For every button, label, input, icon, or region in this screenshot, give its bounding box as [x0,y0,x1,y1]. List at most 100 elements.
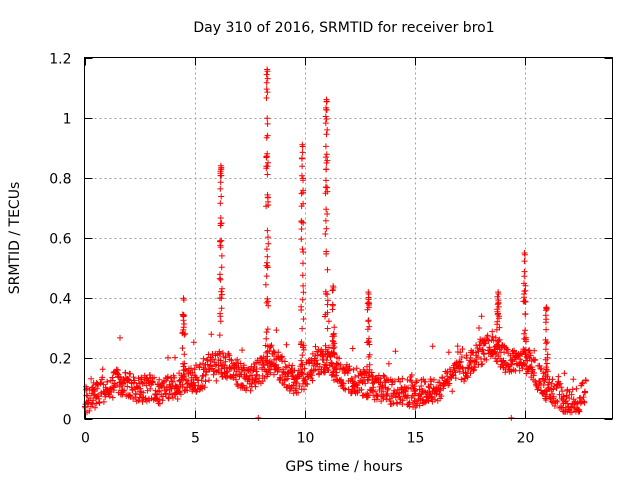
data-point [558,384,565,391]
data-point [328,350,335,357]
data-point [156,400,163,407]
data-point [190,379,197,386]
data-point [542,356,549,363]
data-point [446,380,453,387]
data-point [263,359,270,366]
data-point [324,126,331,133]
data-point [507,361,514,368]
data-point [350,366,357,373]
data-point [259,378,266,385]
data-point [169,394,176,401]
data-point [422,378,429,385]
data-point [169,378,176,385]
data-point [328,360,335,367]
data-point [309,377,316,384]
data-point [496,346,503,353]
data-point [248,380,255,387]
data-point [548,398,555,405]
data-point [180,312,187,319]
data-point [179,345,186,352]
data-point [495,342,502,349]
data-point [380,388,387,395]
data-point [217,276,224,283]
data-point [494,321,501,328]
data-point [334,360,341,367]
data-point [329,302,336,309]
data-point [563,393,570,400]
data-point [281,358,288,365]
data-point [202,378,209,385]
data-point [151,374,158,381]
data-point [445,349,452,356]
data-point [263,153,270,160]
data-point [217,215,224,221]
data-point [130,380,137,387]
data-point [332,372,339,379]
data-point [494,293,501,300]
data-point [264,75,271,82]
data-point [345,386,352,393]
data-point [323,131,330,138]
data-point [568,391,575,398]
data-point [496,324,503,331]
data-point [201,384,208,391]
data-point [299,246,306,253]
data-point [100,398,107,405]
data-point [492,334,499,341]
data-point [263,246,270,253]
data-point [122,369,129,376]
data-point [560,393,567,400]
data-point [544,339,551,345]
data-point [324,188,331,195]
data-point [135,397,142,404]
data-point [521,251,528,258]
data-point [263,273,270,280]
data-point [253,366,260,372]
data-point [366,366,373,373]
data-point [263,329,270,336]
data-point [273,327,280,334]
data-point [181,331,188,338]
data-point [405,384,412,391]
data-point [180,297,187,303]
data-point [385,385,392,392]
data-point [456,368,463,375]
data-point [299,163,306,170]
data-point [412,390,419,397]
data-point [314,360,321,367]
data-point [358,386,365,393]
data-point [256,375,263,382]
data-point [279,353,286,360]
data-point [406,399,413,406]
data-point [454,343,461,350]
data-points [81,66,589,421]
x-tick-label: 20 [517,431,535,447]
data-point [188,365,194,372]
data-point [191,366,198,373]
data-point [234,356,241,363]
data-point [408,372,415,378]
data-point [156,387,163,394]
data-point [542,346,549,353]
data-point [109,394,116,401]
data-point [576,408,583,415]
data-point [410,401,417,407]
data-point [542,312,549,319]
data-point [438,393,445,400]
data-point [489,328,496,335]
data-point [479,361,486,367]
data-point [216,275,223,282]
data-point [99,366,106,373]
data-point [277,375,284,382]
data-point [300,316,307,322]
data-point [298,339,305,345]
data-point [131,377,138,384]
data-point [325,367,332,374]
data-point [298,303,305,310]
data-point [472,364,478,371]
data-point [300,187,307,194]
y-tick-label: 1 [63,112,72,128]
data-point [322,120,329,127]
data-point [392,348,399,355]
data-point [568,404,575,411]
